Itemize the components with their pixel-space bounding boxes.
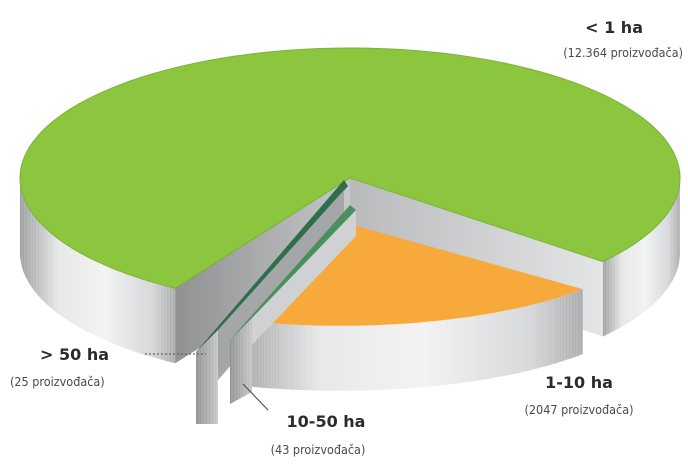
- slice-lt1ha-side-left-texture: [20, 178, 176, 364]
- label-1-10ha-title: 1-10 ha: [545, 373, 613, 392]
- slice-lt1ha-edge: [19, 47, 681, 289]
- label-lt1ha-title: < 1 ha: [585, 18, 643, 37]
- slice-10-50ha-wall: [252, 210, 356, 345]
- slice-1-10ha-side-texture: [231, 289, 583, 391]
- label-gt50ha-title: > 50 ha: [40, 345, 109, 364]
- leader-10-50ha: [242, 383, 269, 411]
- label-10-50ha-sub: (43 proizvođača): [271, 442, 366, 457]
- label-lt1ha-sub: (12.364 proizvođača): [563, 45, 683, 60]
- label-10-50ha-title: 10-50 ha: [287, 412, 366, 431]
- slice-lt1ha-side-right-texture: [602, 178, 680, 337]
- slice-10-50ha-side-texture: [230, 318, 252, 404]
- slice-lt1ha-top: [20, 48, 680, 289]
- label-1-10ha-sub: (2047 proizvođača): [525, 402, 634, 417]
- label-gt50ha-sub: (25 proizvođača): [10, 374, 105, 389]
